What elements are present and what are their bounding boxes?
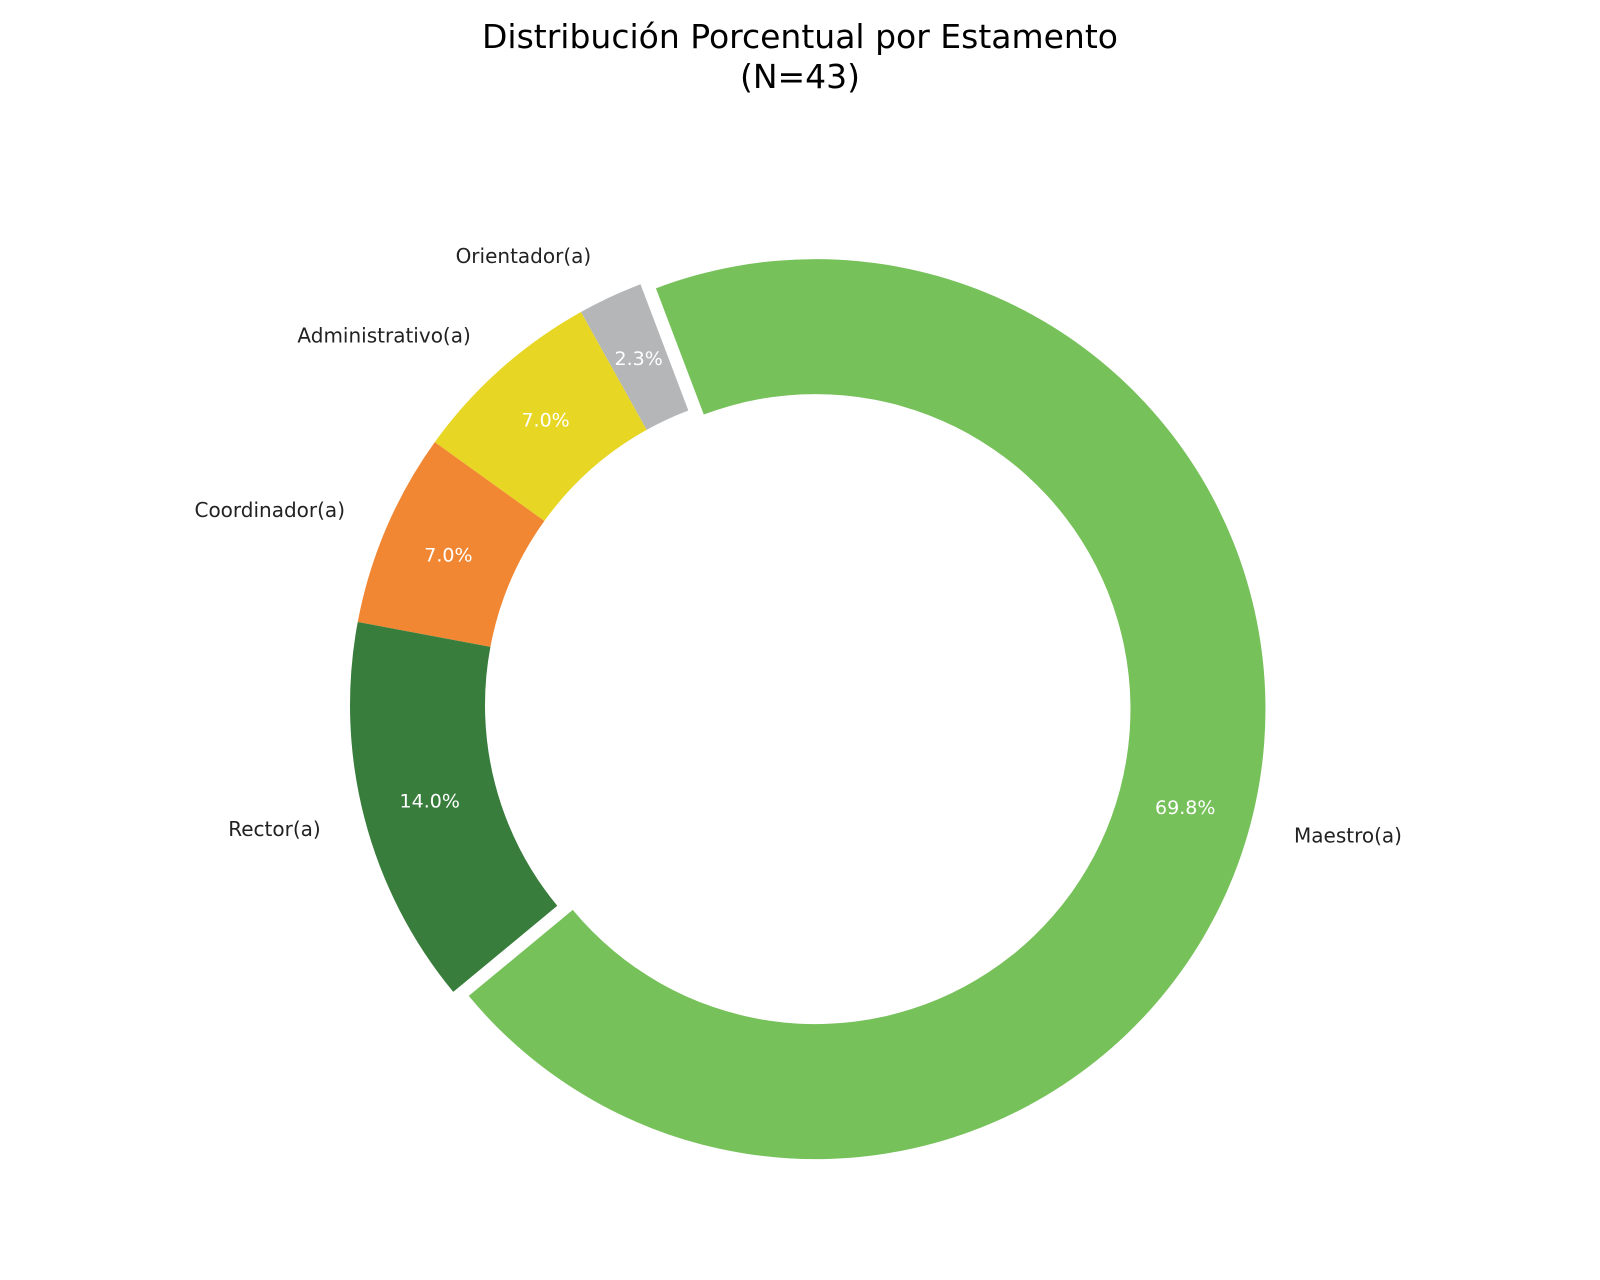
- slice-label-maestro-a: Maestro(a): [1294, 824, 1402, 848]
- slice-rector-a: [350, 621, 558, 992]
- percent-label-rector-a: 14.0%: [400, 791, 460, 813]
- chart-subtitle: (N=43): [740, 57, 860, 96]
- slice-label-orientador-a: Orientador(a): [456, 244, 592, 268]
- chart-title: Distribución Porcentual por Estamento: [482, 17, 1118, 56]
- percent-label-coordinador-a: 7.0%: [424, 544, 472, 566]
- slice-orientador-a: [580, 284, 689, 430]
- percent-label-orientador-a: 2.3%: [615, 348, 663, 370]
- percent-label-maestro-a: 69.8%: [1155, 797, 1215, 819]
- slice-label-rector-a: Rector(a): [228, 817, 320, 841]
- percent-label-administrativo-a: 7.0%: [521, 409, 569, 431]
- slice-coordinador-a: [357, 442, 545, 647]
- slice-label-coordinador-a: Coordinador(a): [194, 498, 345, 522]
- slice-label-administrativo-a: Administrativo(a): [297, 323, 470, 347]
- labels-layer: 69.8% Maestro(a) 2.3% Orientador(a) 7.0% Admi…: [194, 244, 1401, 848]
- slice-maestro-a: [468, 259, 1266, 1160]
- slice-administrativo-a: [434, 311, 647, 521]
- slices-layer: [350, 259, 1266, 1160]
